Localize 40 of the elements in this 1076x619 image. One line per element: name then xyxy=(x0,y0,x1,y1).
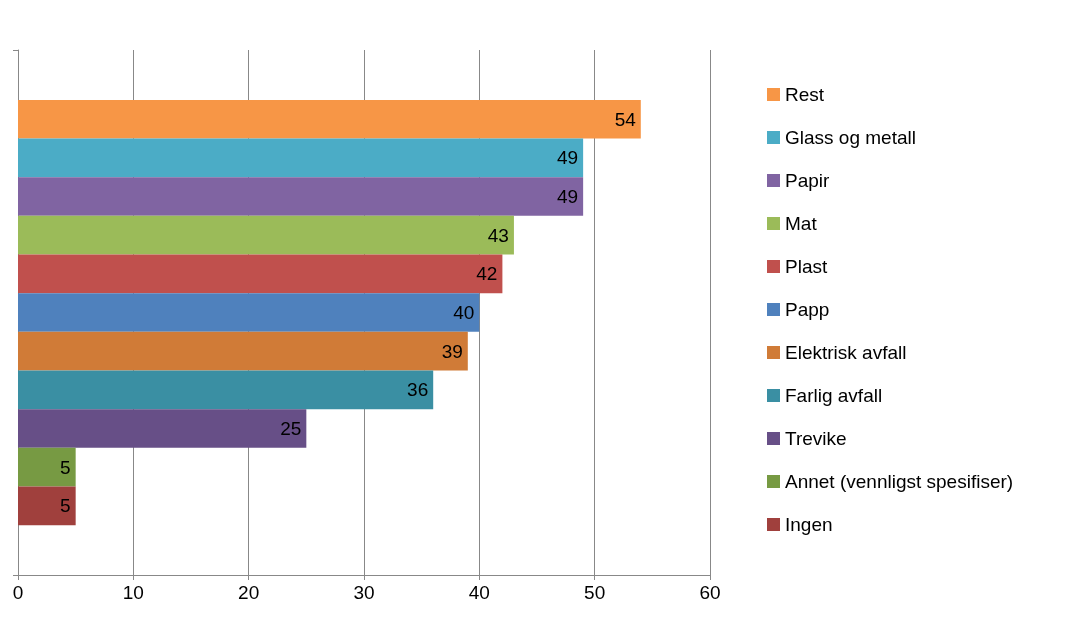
legend-label: Glass og metall xyxy=(785,127,916,148)
x-tick-label: 30 xyxy=(353,582,375,603)
legend-label: Mat xyxy=(785,213,818,234)
data-label: 40 xyxy=(453,302,475,323)
data-label: 49 xyxy=(556,186,579,208)
bar xyxy=(18,486,76,526)
bar xyxy=(18,409,307,448)
bar xyxy=(18,215,514,255)
data-label: 42 xyxy=(476,263,498,285)
data-label: 5 xyxy=(60,495,71,517)
legend-label: Rest xyxy=(785,84,825,105)
bar xyxy=(18,138,584,178)
x-tick-label: 60 xyxy=(699,582,721,603)
x-tick-label: 40 xyxy=(468,582,490,603)
data-label: 36 xyxy=(407,379,429,401)
legend-label: Ingen xyxy=(785,514,833,535)
legend-label: Annet (vennligst spesifiser) xyxy=(785,471,1014,492)
legend-label: Farlig avfall xyxy=(785,385,883,406)
legend-label: Plast xyxy=(785,256,828,277)
bar xyxy=(18,370,434,410)
data-label: 43 xyxy=(487,224,509,246)
bar xyxy=(18,447,76,487)
bar xyxy=(18,177,584,216)
data-label: 49 xyxy=(556,147,579,169)
bar xyxy=(18,293,480,332)
data-label: 5 xyxy=(60,456,71,478)
data-label: 54 xyxy=(614,108,637,130)
bar xyxy=(18,254,503,294)
data-label: 39 xyxy=(441,340,463,362)
bar xyxy=(18,99,641,139)
x-tick-label: 50 xyxy=(584,582,606,603)
legend-label: Papir xyxy=(785,170,831,191)
legend-label: Papp xyxy=(785,299,830,320)
data-label: 25 xyxy=(280,417,302,439)
x-tick-label: 0 xyxy=(12,582,24,603)
bar xyxy=(18,331,468,371)
legend-label: Elektrisk avfall xyxy=(785,342,907,363)
x-tick-label: 20 xyxy=(238,582,260,603)
x-tick-label: 10 xyxy=(122,582,144,603)
legend-label: Trevike xyxy=(785,428,847,449)
